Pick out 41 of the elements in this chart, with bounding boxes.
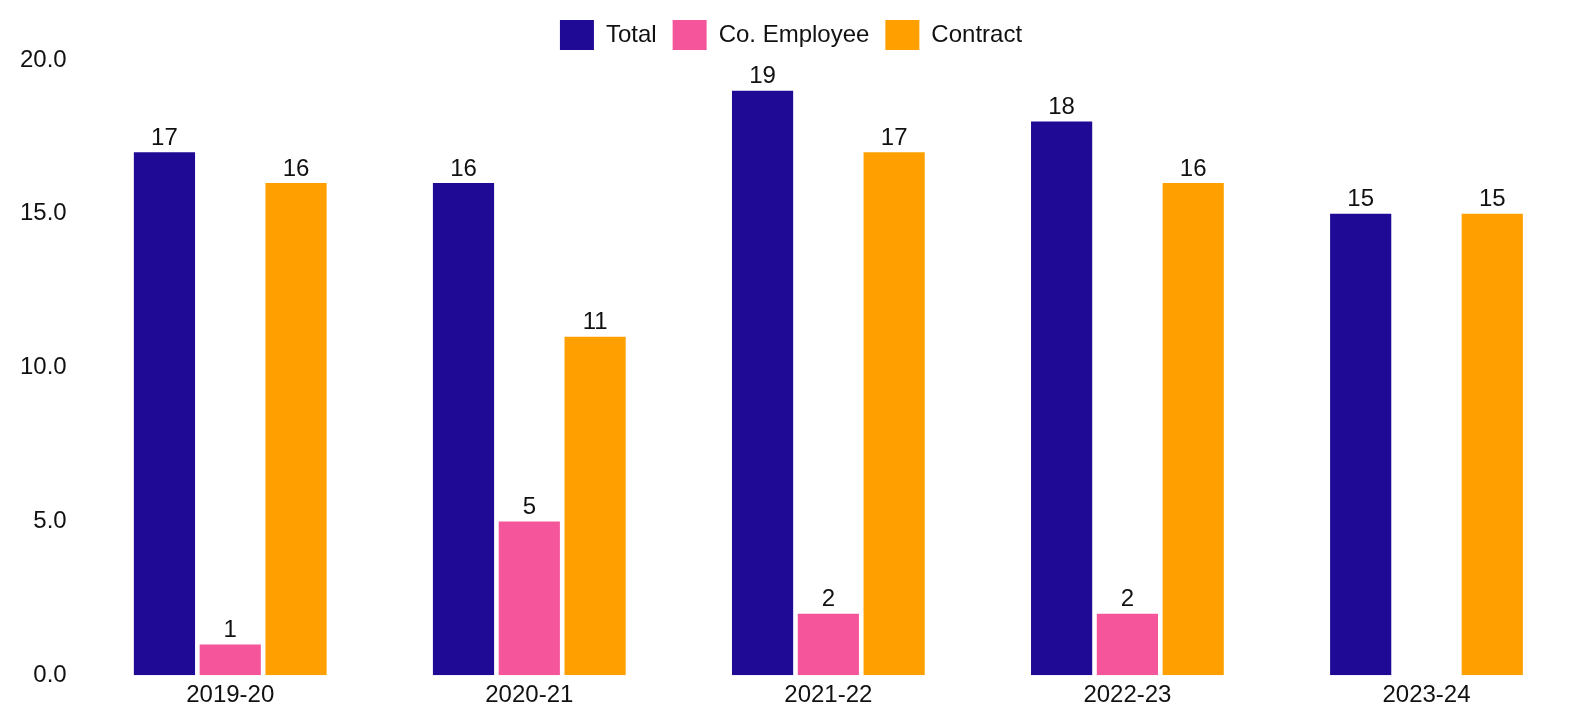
bar [731, 90, 794, 676]
data-label: 17 [151, 122, 178, 150]
data-label: 17 [880, 122, 908, 150]
legend-label: Contract [931, 19, 1023, 47]
data-label: 5 [522, 492, 536, 520]
x-tick-label: 2023-24 [1382, 680, 1471, 708]
data-label: 11 [582, 307, 608, 335]
data-label: 16 [282, 153, 310, 181]
bar [1162, 183, 1224, 676]
bar [1031, 121, 1093, 676]
bar [133, 152, 196, 676]
bar [1096, 613, 1159, 676]
bar [498, 521, 560, 676]
data-label: 19 [749, 61, 776, 89]
bar [863, 152, 925, 676]
legend-label: Total [605, 19, 657, 47]
x-tick-label: 2022-23 [1083, 680, 1172, 708]
data-label: 16 [450, 153, 477, 181]
bar [1330, 213, 1392, 676]
legend-label: Co. Employee [718, 19, 870, 47]
bar [564, 336, 626, 676]
bar [1461, 213, 1523, 676]
data-label: 1 [223, 615, 237, 643]
x-tick-label: 2021-22 [784, 680, 873, 708]
data-label: 2 [1120, 584, 1135, 612]
data-label: 15 [1347, 184, 1375, 212]
data-label: 18 [1048, 92, 1075, 120]
y-tick-label: 15.0 [19, 198, 67, 226]
x-tick-label: 2020-21 [485, 680, 574, 708]
x-tick-label: 2019-20 [186, 680, 275, 708]
bar [797, 613, 859, 676]
data-label: 15 [1478, 184, 1506, 212]
y-tick-label: 20.0 [19, 44, 67, 72]
y-tick-label: 5.0 [33, 506, 67, 534]
y-tick-label: 10.0 [19, 352, 67, 380]
bar [199, 644, 261, 676]
bar [265, 183, 327, 676]
data-label: 2 [821, 584, 836, 612]
bar [432, 183, 495, 676]
y-tick-label: 0.0 [33, 659, 67, 687]
data-label: 16 [1179, 153, 1207, 181]
